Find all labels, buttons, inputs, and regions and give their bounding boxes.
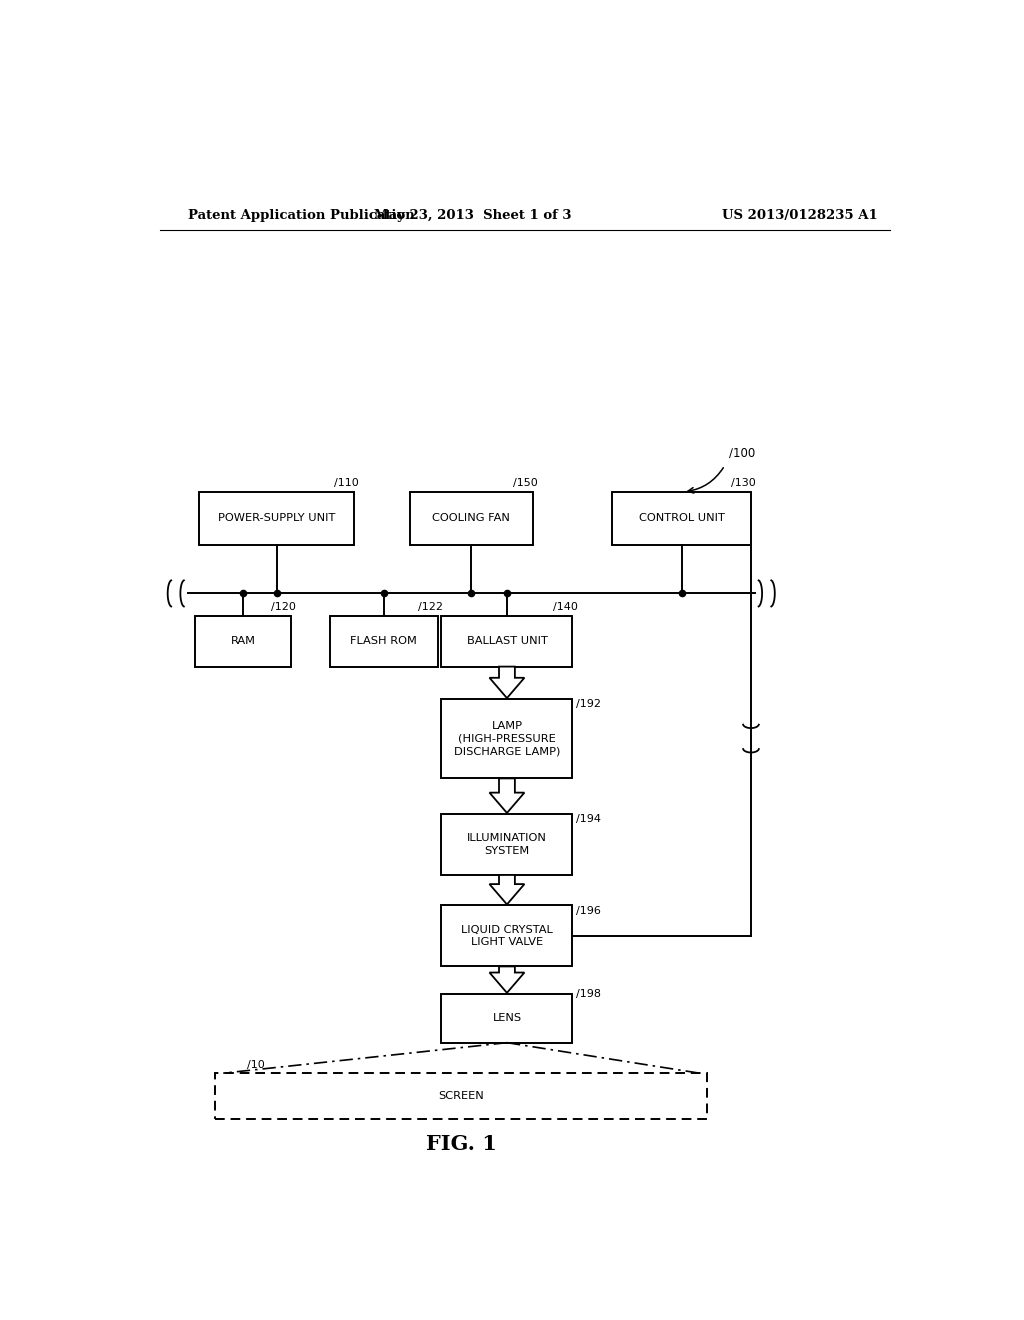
Bar <box>331 615 437 667</box>
Polygon shape <box>489 966 524 993</box>
Text: May 23, 2013  Sheet 1 of 3: May 23, 2013 Sheet 1 of 3 <box>375 209 572 222</box>
Text: ∕198: ∕198 <box>577 989 601 999</box>
Text: ∕110: ∕110 <box>334 478 359 487</box>
Text: FLASH ROM: FLASH ROM <box>350 636 418 647</box>
Text: LAMP
(HIGH-PRESSURE
DISCHARGE LAMP): LAMP (HIGH-PRESSURE DISCHARGE LAMP) <box>454 721 560 756</box>
Text: ∕140: ∕140 <box>553 602 578 611</box>
Text: ∕120: ∕120 <box>270 602 296 611</box>
Bar <box>441 814 572 875</box>
Text: ∕130: ∕130 <box>731 478 756 487</box>
Text: ∕196: ∕196 <box>577 906 601 916</box>
Bar <box>612 492 751 545</box>
Bar <box>441 906 572 966</box>
Text: BALLAST UNIT: BALLAST UNIT <box>467 636 548 647</box>
Text: POWER-SUPPLY UNIT: POWER-SUPPLY UNIT <box>218 513 336 523</box>
Bar <box>441 700 572 779</box>
Text: ∕100: ∕100 <box>729 447 755 461</box>
Bar <box>196 615 291 667</box>
Text: Patent Application Publication: Patent Application Publication <box>187 209 415 222</box>
Text: FIG. 1: FIG. 1 <box>426 1134 497 1155</box>
Bar <box>200 492 354 545</box>
Polygon shape <box>489 779 524 813</box>
Text: SCREEN: SCREEN <box>438 1092 484 1101</box>
Polygon shape <box>489 875 524 904</box>
Text: ILLUMINATION
SYSTEM: ILLUMINATION SYSTEM <box>467 833 547 855</box>
Text: COOLING FAN: COOLING FAN <box>432 513 510 523</box>
Text: ∕192: ∕192 <box>577 700 601 709</box>
Bar <box>441 994 572 1043</box>
Polygon shape <box>489 667 524 698</box>
Text: RAM: RAM <box>230 636 256 647</box>
Text: LENS: LENS <box>493 1014 521 1023</box>
Bar <box>410 492 532 545</box>
Text: ∕122: ∕122 <box>418 602 442 611</box>
Text: ∕194: ∕194 <box>577 814 601 824</box>
Text: ∕10: ∕10 <box>247 1060 265 1071</box>
Text: ∕150: ∕150 <box>513 478 538 487</box>
Text: US 2013/0128235 A1: US 2013/0128235 A1 <box>722 209 878 222</box>
Bar <box>441 615 572 667</box>
FancyArrowPatch shape <box>688 467 723 494</box>
Text: CONTROL UNIT: CONTROL UNIT <box>639 513 724 523</box>
Bar <box>215 1073 708 1119</box>
Text: LIQUID CRYSTAL
LIGHT VALVE: LIQUID CRYSTAL LIGHT VALVE <box>461 925 553 948</box>
